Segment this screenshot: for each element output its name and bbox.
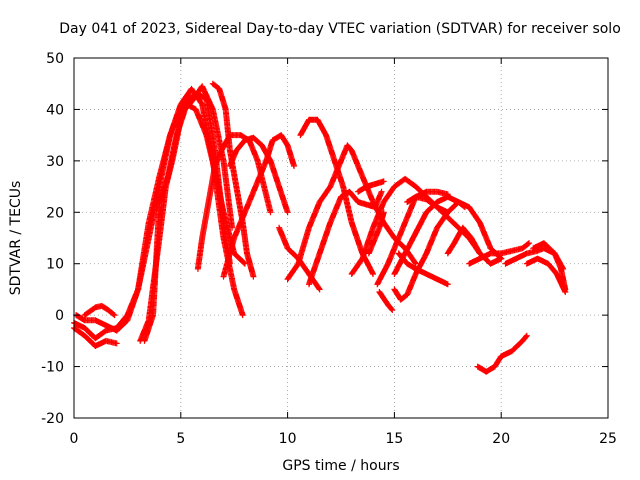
series-arc-6 (141, 83, 236, 344)
y-tick-label: 40 (46, 102, 64, 118)
y-axis-label: SDTVAR / TECUs (8, 181, 24, 296)
data-points (365, 209, 387, 257)
data-points (226, 134, 291, 216)
series-arc-24 (444, 224, 505, 267)
chart-title: Day 041 of 2023, Sidereal Day-to-day VTE… (59, 21, 621, 37)
series-arc-22 (404, 188, 451, 205)
y-tick-label: 30 (46, 154, 64, 170)
x-tick-label: 15 (385, 431, 403, 447)
series-arc-23 (395, 250, 451, 288)
data-points (355, 178, 387, 195)
series-arc-29 (474, 332, 530, 375)
data-layer (71, 80, 569, 375)
series-arc-28 (523, 255, 569, 295)
series-arc-16 (365, 209, 387, 257)
data-points (141, 83, 236, 344)
data-points (391, 193, 468, 277)
y-tick-label: 20 (46, 205, 64, 221)
series-arc-17 (355, 178, 387, 195)
data-points (523, 255, 569, 295)
data-points (466, 240, 532, 267)
x-axis-label: GPS time / hours (282, 458, 399, 474)
series-arc-10 (226, 134, 291, 216)
series-arc-4 (81, 302, 118, 319)
ticks-layer: 0 5 10 15 20 25 -20 -10 0 10 20 30 40 50 (41, 51, 617, 447)
series-arc-25 (466, 240, 532, 267)
series-arc-14 (306, 188, 385, 288)
x-tick-label: 25 (599, 431, 617, 447)
y-tick-label: 0 (55, 308, 64, 324)
y-tick-label: -10 (41, 360, 64, 376)
data-points (306, 188, 385, 288)
series-arc-8 (209, 80, 257, 280)
x-tick-label: 5 (176, 431, 185, 447)
data-points (81, 302, 118, 319)
data-points (376, 289, 396, 313)
grid-layer (74, 58, 608, 418)
data-points (444, 224, 505, 267)
x-tick-label: 0 (70, 431, 79, 447)
y-tick-label: -20 (41, 411, 64, 427)
data-points (474, 332, 530, 375)
series-arc-21 (391, 193, 468, 277)
x-tick-label: 10 (279, 431, 297, 447)
series-arc-19 (376, 289, 396, 313)
data-points (395, 250, 451, 288)
y-tick-label: 50 (46, 51, 64, 67)
data-points (209, 80, 257, 280)
y-tick-label: 10 (46, 257, 64, 273)
plot-frame (73, 57, 609, 419)
data-points (404, 188, 451, 205)
x-tick-label: 20 (492, 431, 510, 447)
